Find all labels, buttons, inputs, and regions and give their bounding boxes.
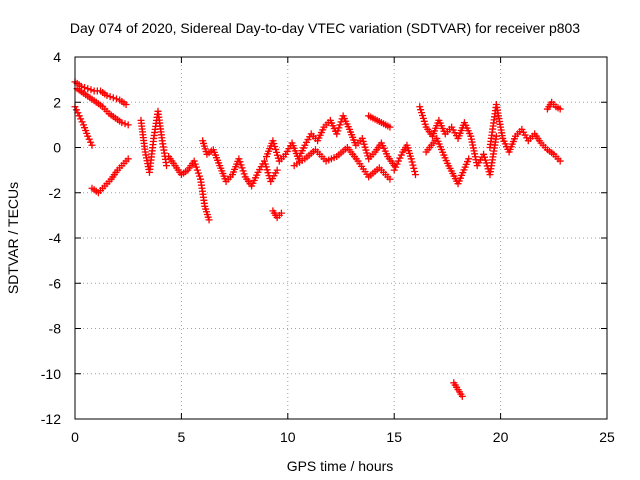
data-point [85, 135, 93, 143]
y-tick-label: 0 [53, 140, 61, 156]
data-point [386, 123, 394, 131]
data-point [411, 171, 419, 179]
data-point [237, 161, 245, 169]
data-point [87, 86, 95, 94]
data-point [407, 155, 415, 163]
data-point [122, 101, 130, 109]
x-tick-label: 10 [280, 429, 296, 445]
y-tick-label: -12 [41, 411, 61, 427]
data-point [239, 167, 247, 175]
data-point [87, 138, 95, 146]
data-point [277, 209, 285, 217]
data-point [492, 132, 500, 140]
data-point [556, 105, 564, 113]
data-point [81, 84, 89, 92]
data-point [121, 120, 129, 128]
y-tick-label: 2 [53, 94, 61, 110]
data-point [75, 112, 83, 120]
data-point [336, 121, 344, 129]
data-point [112, 95, 120, 103]
data-point [84, 85, 92, 93]
data-point [394, 157, 402, 165]
data-point [109, 94, 117, 102]
data-point [393, 160, 401, 168]
data-point [191, 160, 199, 168]
data-point [195, 172, 203, 180]
data-points [71, 78, 564, 400]
x-tick-label: 0 [71, 429, 79, 445]
data-point [409, 161, 417, 169]
data-point [124, 121, 132, 129]
data-point [192, 163, 200, 171]
data-point [273, 166, 281, 174]
y-tick-label: -10 [41, 366, 61, 382]
data-point [163, 162, 171, 170]
y-tick-label: -2 [49, 185, 62, 201]
y-tick-labels: 4 2 0 -2 -4 -6 -8 -10 -12 [41, 49, 61, 427]
x-tick-label: 15 [386, 429, 402, 445]
data-point [334, 127, 342, 135]
x-tick-labels: 0 5 10 15 20 25 [71, 429, 615, 445]
data-point [235, 155, 243, 163]
data-point [103, 91, 111, 99]
x-tick-label: 20 [493, 429, 509, 445]
y-tick-label: -4 [49, 230, 62, 246]
data-point [397, 151, 405, 159]
data-point [190, 157, 198, 165]
data-point [106, 93, 114, 101]
x-tick-label: 5 [178, 429, 186, 445]
data-point [88, 141, 96, 149]
data-point [193, 166, 201, 174]
data-point [411, 167, 419, 175]
data-point [236, 158, 244, 166]
chart-title: Day 074 of 2020, Sidereal Day-to-day VTE… [70, 20, 580, 36]
data-point [74, 109, 82, 117]
data-point [465, 155, 473, 163]
data-point [194, 169, 202, 177]
data-point [408, 158, 416, 166]
data-point [396, 154, 404, 162]
y-tick-label: 4 [53, 49, 61, 65]
data-point [333, 130, 341, 138]
data-point [240, 170, 248, 178]
data-point [78, 118, 86, 126]
data-point [205, 216, 213, 224]
data-point [118, 119, 126, 127]
y-tick-label: -6 [49, 275, 62, 291]
data-point [84, 132, 92, 140]
data-point [77, 115, 85, 123]
data-point [124, 155, 132, 163]
data-point [556, 157, 564, 165]
data-point [238, 164, 246, 172]
data-point [335, 124, 343, 132]
axis-ticks [74, 56, 608, 420]
x-axis-label: GPS time / hours [287, 458, 394, 474]
data-point [458, 392, 466, 400]
data-point [386, 175, 394, 183]
data-point [72, 106, 80, 114]
y-axis-label: SDTVAR / TECUs [5, 182, 21, 294]
y-tick-label: -8 [49, 321, 62, 337]
x-tick-label: 25 [599, 429, 615, 445]
data-point [392, 163, 400, 171]
data-point [390, 166, 398, 174]
data-point [410, 164, 418, 172]
